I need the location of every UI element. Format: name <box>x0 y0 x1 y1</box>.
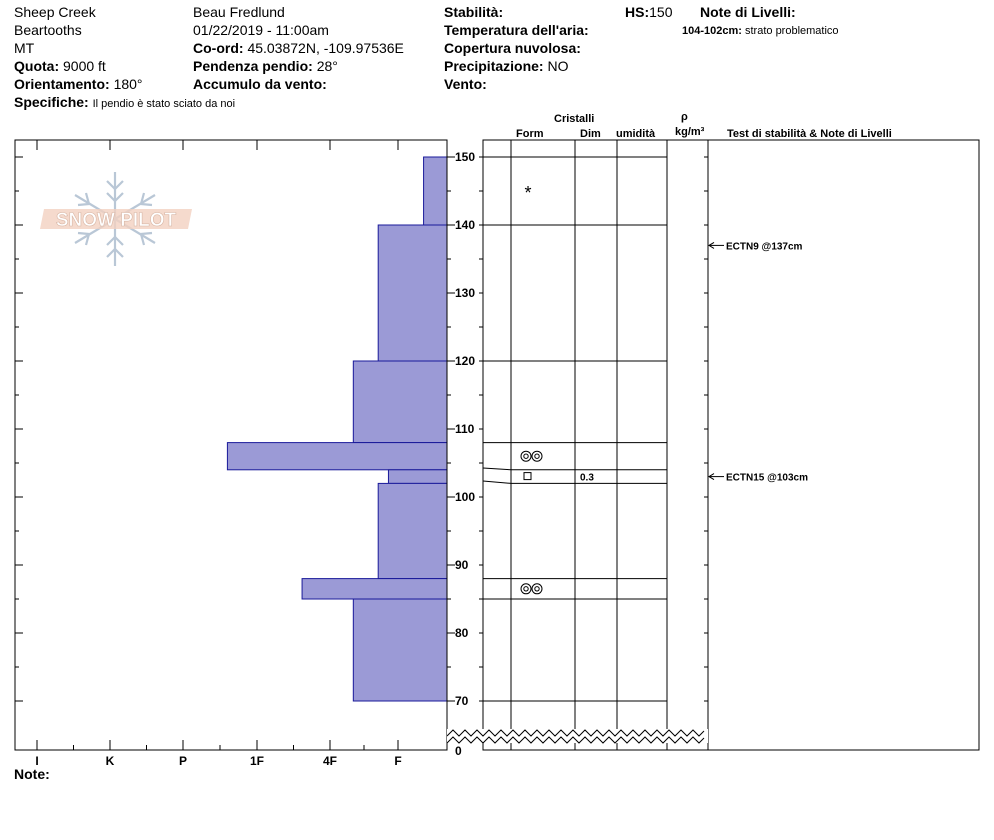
tests-panel <box>707 139 980 751</box>
height-label-0: 0 <box>455 744 462 758</box>
hardness-label-F: F <box>394 754 401 768</box>
height-label-70: 70 <box>455 694 469 708</box>
layer-note-range: 104-102cm: <box>682 25 742 37</box>
hardness-bar-6 <box>301 578 448 600</box>
height-label-140: 140 <box>455 218 475 232</box>
layer-boundary-104 <box>482 467 667 471</box>
coord-label: Co-ord: <box>193 40 244 56</box>
elevation: Quota: 9000 ft <box>14 57 106 75</box>
hardness-bar-4 <box>387 469 448 484</box>
elevation-value: 9000 ft <box>63 58 106 74</box>
location-name: Sheep Creek <box>14 4 96 20</box>
height-label-90: 90 <box>455 558 469 572</box>
aspect: Orientamento: 180° <box>14 75 143 93</box>
stability-label: Stabilità: <box>444 4 504 20</box>
logo-text: SNOW PILOT <box>56 210 177 231</box>
snowpilot-logo: SNOW PILOT <box>40 172 192 266</box>
observer-name: Beau Fredlund <box>193 4 285 20</box>
test-arrow-icon-1 <box>708 473 715 481</box>
moisture-header: umidità <box>616 128 656 140</box>
precipitation: Precipitazione: NO <box>444 57 568 75</box>
observation-datetime: 01/22/2019 - 11:00am <box>193 22 329 38</box>
melt-form-cluster-icon <box>520 450 543 462</box>
layer-note-text: strato problematico <box>745 25 839 37</box>
cloud-cover-label: Copertura nuvolosa: <box>444 40 581 56</box>
hardness-label-4F: 4F <box>323 754 337 768</box>
precip-value: NO <box>547 58 569 74</box>
wind-label: Vento: <box>444 76 487 92</box>
coordinates: Co-ord: 45.03872N, -109.97536E <box>193 39 404 57</box>
coord-value: 45.03872N, -109.97536E <box>247 40 404 56</box>
slope-angle: Pendenza pendio: 28° <box>193 57 338 75</box>
test-arrow-icon-0 <box>708 241 715 249</box>
axis-break-lower <box>446 736 705 744</box>
precip-label: Precipitazione: <box>444 58 544 74</box>
hardness-bar-0 <box>423 156 448 226</box>
hardness-label-1F: 1F <box>250 754 264 768</box>
slope-value: 28° <box>316 58 338 74</box>
size-header: Dim <box>580 128 601 140</box>
height-label-80: 80 <box>455 626 469 640</box>
specifics: Specifiche: Il pendio è stato sciato da … <box>14 93 235 113</box>
hardness-bar-5 <box>377 482 448 580</box>
height-label-150: 150 <box>455 150 475 164</box>
specifics-label: Specifiche: <box>14 94 89 110</box>
state: MT <box>14 40 35 56</box>
hs-label: HS: <box>625 4 650 20</box>
layer-boundary-102 <box>482 480 667 484</box>
faceted-square-icon <box>523 472 532 481</box>
hardness-bar-7 <box>352 598 448 702</box>
air-temp-label: Temperatura dell'aria: <box>444 22 589 38</box>
hardness-label-I: I <box>35 754 38 768</box>
rho-header: ρ <box>681 111 688 123</box>
density-unit-header: kg/m³ <box>675 126 705 138</box>
hardness-bar-3 <box>226 442 448 471</box>
height-label-120: 120 <box>455 354 475 368</box>
snow-height: HS:150 <box>625 3 672 21</box>
wind-loading-label: Accumulo da vento: <box>193 76 327 92</box>
height-label-130: 130 <box>455 286 475 300</box>
hardness-label-P: P <box>179 754 187 768</box>
hs-value: 150 <box>649 4 673 20</box>
crystals-header: Cristalli <box>554 113 595 125</box>
aspect-label: Orientamento: <box>14 76 110 92</box>
hardness-label-K: K <box>106 754 115 768</box>
new-snow-star-icon: * <box>524 183 531 203</box>
hardness-bar-1 <box>377 224 448 362</box>
form-header: Form <box>516 128 544 140</box>
grain-size-label: 0.3 <box>580 473 594 484</box>
layer-notes-label: Note di Livelli: <box>700 4 796 20</box>
axis-break-upper <box>446 729 705 737</box>
height-label-110: 110 <box>455 422 475 436</box>
melt-form-cluster-icon <box>520 583 543 595</box>
specifics-value: Il pendio è stato sciato da noi <box>92 98 236 110</box>
height-label-100: 100 <box>455 490 475 504</box>
tests-header: Test di stabilità & Note di Livelli <box>727 128 892 140</box>
elevation-label: Quota: <box>14 58 60 74</box>
stability-test-label-1: ECTN15 @103cm <box>726 473 808 484</box>
mountain-range: Beartooths <box>14 22 82 38</box>
slope-label: Pendenza pendio: <box>193 58 313 74</box>
notes-label: Note: <box>14 766 50 782</box>
crystal-table <box>482 139 709 751</box>
layer-note: 104-102cm: strato problematico <box>682 22 839 40</box>
hardness-bar-2 <box>352 360 448 444</box>
aspect-value: 180° <box>113 76 143 92</box>
stability-test-label-0: ECTN9 @137cm <box>726 241 803 252</box>
